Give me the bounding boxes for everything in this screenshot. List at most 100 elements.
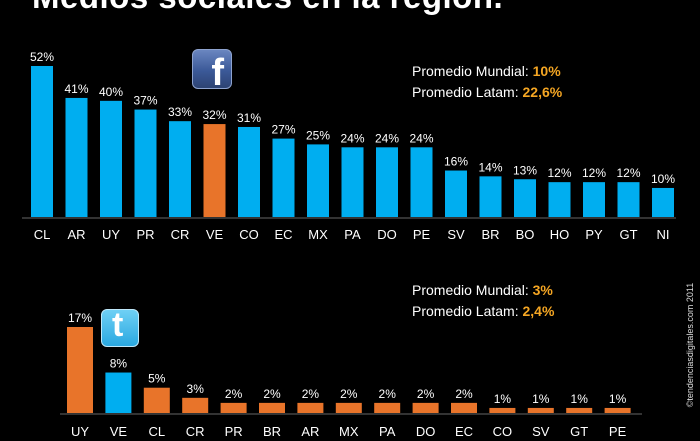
facebook-bar-cr: [169, 121, 191, 217]
facebook-tick-label: UY: [102, 227, 120, 242]
facebook-tick-label: VE: [206, 227, 224, 242]
facebook-tick-label: DO: [377, 227, 397, 242]
twitter-data-label: 2%: [455, 387, 473, 401]
twitter-bar-cr: [182, 397, 209, 413]
facebook-world-value: 10%: [532, 63, 561, 79]
twitter-tick-label: CO: [493, 424, 513, 439]
facebook-data-label: 24%: [409, 131, 433, 145]
facebook-tick-label: GT: [619, 227, 637, 242]
twitter-world-label: Promedio Mundial:: [412, 282, 529, 298]
twitter-bar-pr: [220, 402, 247, 413]
facebook-data-label: 25%: [306, 128, 330, 142]
facebook-tick-label: CR: [171, 227, 190, 242]
facebook-bar-do: [376, 147, 398, 217]
twitter-tick-label: UY: [71, 424, 89, 439]
facebook-data-label: 24%: [340, 131, 364, 145]
facebook-bar-ec: [272, 138, 295, 217]
twitter-icon: t: [101, 308, 139, 347]
twitter-latam-value: 2,4%: [522, 303, 555, 319]
facebook-bar-uy: [100, 100, 122, 217]
twitter-tick-label: PE: [609, 424, 627, 439]
facebook-bar-gt: [617, 182, 640, 217]
twitter-tick-label: GT: [570, 424, 588, 439]
facebook-tick-label: CL: [34, 227, 51, 242]
facebook-data-label: 40%: [99, 85, 123, 99]
facebook-data-label: 12%: [547, 166, 571, 180]
facebook-bar-ve: [203, 124, 226, 217]
twitter-tick-label: PR: [225, 424, 243, 439]
twitter-data-label: 2%: [302, 387, 320, 401]
facebook-data-label: 13%: [513, 163, 537, 177]
twitter-bar-ar: [297, 402, 324, 413]
facebook-data-label: 24%: [375, 131, 399, 145]
facebook-bar-bo: [514, 179, 536, 217]
chart-title: Medios sociales en la región.: [32, 0, 503, 16]
twitter-tick-label: VE: [110, 424, 128, 439]
twitter-data-label: 1%: [609, 392, 627, 406]
twitter-data-label: 3%: [187, 382, 205, 396]
twitter-tick-label: BR: [263, 424, 281, 439]
twitter-tick-label: CL: [148, 424, 165, 439]
facebook-bar-pr: [134, 109, 157, 217]
facebook-bar-ho: [548, 182, 571, 217]
facebook-data-label: 41%: [64, 82, 88, 96]
twitter-data-label: 2%: [417, 387, 435, 401]
twitter-tick-label: AR: [301, 424, 319, 439]
facebook-world-label: Promedio Mundial:: [412, 63, 529, 79]
twitter-bar-br: [259, 402, 285, 413]
twitter-latam-label: Promedio Latam:: [412, 303, 519, 319]
twitter-bar-do: [412, 402, 439, 413]
facebook-data-label: 12%: [582, 166, 606, 180]
facebook-data-label: 12%: [616, 166, 640, 180]
facebook-data-label: 10%: [651, 172, 675, 186]
twitter-bar-ec: [451, 402, 477, 413]
facebook-bar-sv: [445, 170, 467, 217]
twitter-bar-pe: [604, 407, 631, 413]
twitter-data-label: 2%: [340, 387, 358, 401]
credit-text: ©tendenciasdigitales.com 2011: [685, 282, 695, 408]
facebook-icon: f: [192, 49, 232, 92]
twitter-data-label: 2%: [263, 387, 281, 401]
facebook-latam-label: Promedio Latam:: [412, 84, 519, 100]
twitter-data-label: 5%: [148, 372, 166, 386]
facebook-bar-py: [583, 182, 605, 217]
twitter-bar-pa: [374, 402, 401, 413]
facebook-bar-ni: [652, 187, 674, 217]
twitter-tick-label: CR: [186, 424, 205, 439]
twitter-data-label: 1%: [571, 392, 589, 406]
twitter-bar-mx: [335, 402, 362, 413]
facebook-tick-label: EC: [274, 227, 292, 242]
facebook-data-label: 52%: [30, 50, 54, 64]
facebook-bar-cl: [31, 66, 53, 217]
facebook-data-label: 32%: [202, 108, 226, 122]
facebook-tick-label: SV: [447, 227, 465, 242]
twitter-tick-label: EC: [455, 424, 473, 439]
facebook-tick-label: BR: [481, 227, 499, 242]
facebook-tick-label: CO: [239, 227, 259, 242]
facebook-bar-pe: [410, 147, 433, 217]
facebook-data-label: 14%: [478, 160, 502, 174]
facebook-bar-ar: [65, 97, 88, 217]
twitter-averages: Promedio Mundial: 3% Promedio Latam: 2,4…: [412, 280, 554, 322]
facebook-tick-label: AR: [67, 227, 85, 242]
facebook-bar-pa: [341, 147, 364, 217]
facebook-tick-label: HO: [550, 227, 570, 242]
facebook-data-label: 33%: [168, 105, 192, 119]
facebook-tick-label: MX: [308, 227, 328, 242]
twitter-data-label: 2%: [379, 387, 397, 401]
facebook-bar-br: [479, 176, 502, 217]
twitter-tick-label: DO: [416, 424, 436, 439]
twitter-bar-ve: [105, 372, 132, 413]
twitter-tick-label: PA: [379, 424, 396, 439]
twitter-bar-cl: [143, 387, 170, 413]
facebook-data-label: 37%: [133, 94, 157, 108]
facebook-data-label: 27%: [271, 123, 295, 137]
twitter-data-label: 1%: [494, 392, 512, 406]
twitter-bar-sv: [527, 407, 554, 413]
twitter-bar-gt: [566, 407, 593, 413]
twitter-tick-label: SV: [532, 424, 550, 439]
twitter-data-label: 8%: [110, 357, 128, 371]
facebook-data-label: 31%: [237, 111, 261, 125]
facebook-tick-label: PA: [344, 227, 361, 242]
